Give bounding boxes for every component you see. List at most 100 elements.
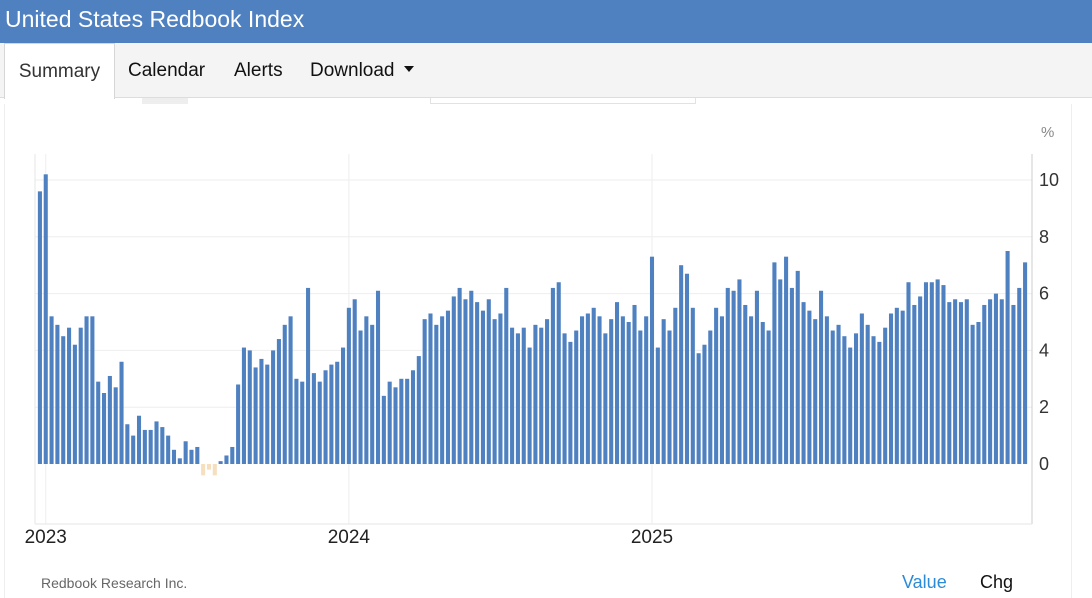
bar [166, 435, 171, 464]
bar [958, 302, 964, 464]
bar [585, 313, 590, 464]
bar [609, 319, 614, 464]
value-toggle[interactable]: Value [902, 572, 947, 592]
bar [999, 299, 1004, 464]
bar [171, 449, 177, 464]
bar [294, 378, 299, 464]
tab-calendar[interactable]: Calendar [128, 43, 205, 98]
bar [510, 327, 515, 464]
bar [918, 296, 923, 464]
bar [358, 330, 363, 464]
bar [375, 290, 381, 464]
bar [539, 327, 544, 464]
bar [894, 307, 899, 464]
partially-hidden-input [430, 98, 696, 104]
bar [201, 464, 206, 476]
bar [638, 330, 643, 464]
bar [702, 344, 707, 464]
bar [1023, 262, 1028, 464]
bar [346, 307, 351, 464]
bar [865, 324, 870, 464]
bar [644, 316, 649, 464]
bar [43, 174, 48, 464]
bar [55, 324, 60, 464]
partially-hidden-button [142, 98, 188, 104]
bar [725, 287, 730, 464]
bar [317, 381, 322, 464]
x-tick-label: 2024 [328, 527, 371, 548]
bar [743, 304, 748, 464]
bar [78, 327, 83, 464]
bar [947, 302, 952, 464]
bar [341, 347, 346, 464]
bar [1011, 304, 1016, 464]
bar [177, 458, 182, 464]
bar [410, 370, 416, 464]
bar [935, 279, 940, 464]
bar [311, 373, 316, 464]
bar [230, 446, 235, 464]
tab-summary[interactable]: Summary [4, 43, 115, 99]
tab-alerts[interactable]: Alerts [234, 43, 283, 98]
bar [591, 307, 596, 464]
bar [580, 316, 585, 464]
bar [964, 299, 969, 464]
bar [941, 285, 946, 464]
bar [218, 461, 223, 464]
bar [620, 316, 625, 464]
bar [708, 330, 713, 464]
source-label: Redbook Research Inc. [41, 575, 188, 591]
bar [614, 302, 620, 464]
bar [492, 319, 497, 464]
bar [824, 316, 829, 464]
bar [370, 324, 375, 464]
bar [440, 316, 445, 464]
tab-alerts-label: Alerts [234, 60, 283, 81]
bar [276, 339, 281, 464]
bar [72, 344, 77, 464]
bar [690, 307, 695, 464]
bar [883, 327, 888, 464]
bar [463, 299, 468, 464]
bar [475, 302, 480, 464]
bar [61, 336, 66, 464]
bar [574, 330, 579, 464]
bar [853, 333, 859, 464]
bar [807, 310, 812, 464]
bar [673, 307, 678, 464]
bar [335, 361, 340, 464]
bar [789, 287, 794, 464]
bar [830, 330, 835, 464]
y-tick-label: 4 [1039, 340, 1049, 360]
bar [888, 313, 894, 464]
bar [271, 350, 276, 464]
bar [550, 287, 555, 464]
bar [912, 304, 917, 464]
chart-panel: 0 2 4 6 8 10% 2023 2024 2025 [4, 104, 1072, 598]
bar [731, 290, 736, 464]
bar [253, 367, 258, 464]
tab-download[interactable]: Download [310, 43, 414, 98]
bar [760, 322, 765, 464]
bar [603, 333, 608, 464]
bar [183, 441, 188, 464]
y-tick-label: 6 [1039, 284, 1049, 304]
bar [434, 324, 439, 464]
bar [154, 421, 159, 464]
bar [515, 333, 520, 464]
bar [504, 287, 509, 464]
bar [445, 310, 451, 464]
bar [49, 316, 54, 464]
chg-toggle[interactable]: Chg [980, 572, 1014, 592]
tab-download-label: Download [310, 60, 395, 81]
bar [953, 299, 958, 464]
bar [364, 316, 369, 464]
y-tick-label: 2 [1039, 397, 1049, 417]
x-tick-label: 2023 [25, 527, 67, 548]
bar [306, 287, 311, 464]
bar [871, 336, 876, 464]
bar [859, 313, 864, 464]
bar [667, 330, 672, 464]
bar [877, 341, 882, 464]
bar [597, 316, 602, 464]
